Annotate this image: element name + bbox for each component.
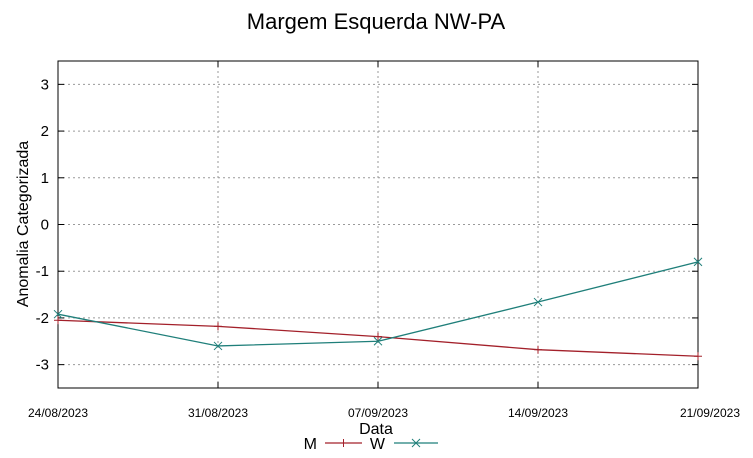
series-layer [53,257,703,361]
grid [58,61,698,388]
x-axis: 24/08/2023 31/08/2023 07/09/2023 14/09/2023… [28,61,740,420]
x-tick-label: 24/08/2023 [28,406,88,420]
marker-stroke [213,341,223,351]
series-w [53,257,703,351]
y-tick-label: 1 [41,170,49,187]
data-point-m [214,322,222,331]
y-tick-label: 2 [41,123,49,140]
legend-marker-m [339,439,348,447]
legend-label-w: W [370,436,386,453]
x-tick-label: 14/09/2023 [508,406,568,420]
marker-stroke [693,257,703,267]
y-tick-label: -1 [36,263,49,280]
data-point-m [694,352,702,361]
x-tick-label: 21/09/2023 [680,406,740,420]
marker-stroke [411,438,421,448]
data-point-w [693,257,703,267]
y-axis-label: Anomalia Categorizada [15,141,32,307]
data-point-m [534,345,542,354]
data-point-w [373,336,383,346]
chart-title: Margem Esquerda NW-PA [247,9,506,34]
legend-item-w: W [370,436,438,453]
marker-stroke [533,297,543,307]
y-tick-label: 3 [41,76,49,93]
marker-stroke [373,336,383,346]
x-tick-label: 07/09/2023 [348,406,408,420]
data-point-m [54,316,62,325]
y-axis: 3 2 1 0 -1 -2 -3 [36,76,698,374]
series-m [54,316,702,361]
data-point-w [533,297,543,307]
y-tick-label: 0 [41,217,49,234]
data-point-m [374,332,382,341]
x-axis-label: Data [359,421,393,438]
marker-stroke [53,309,63,319]
legend-item-m: M [304,436,362,453]
y-tick-label: -2 [36,310,49,327]
data-point-w [213,341,223,351]
legend-marker-w [411,438,421,448]
x-tick-label: 31/08/2023 [188,406,248,420]
y-tick-label: -3 [36,357,49,374]
data-point-w [53,309,63,319]
legend-label-m: M [304,436,317,453]
